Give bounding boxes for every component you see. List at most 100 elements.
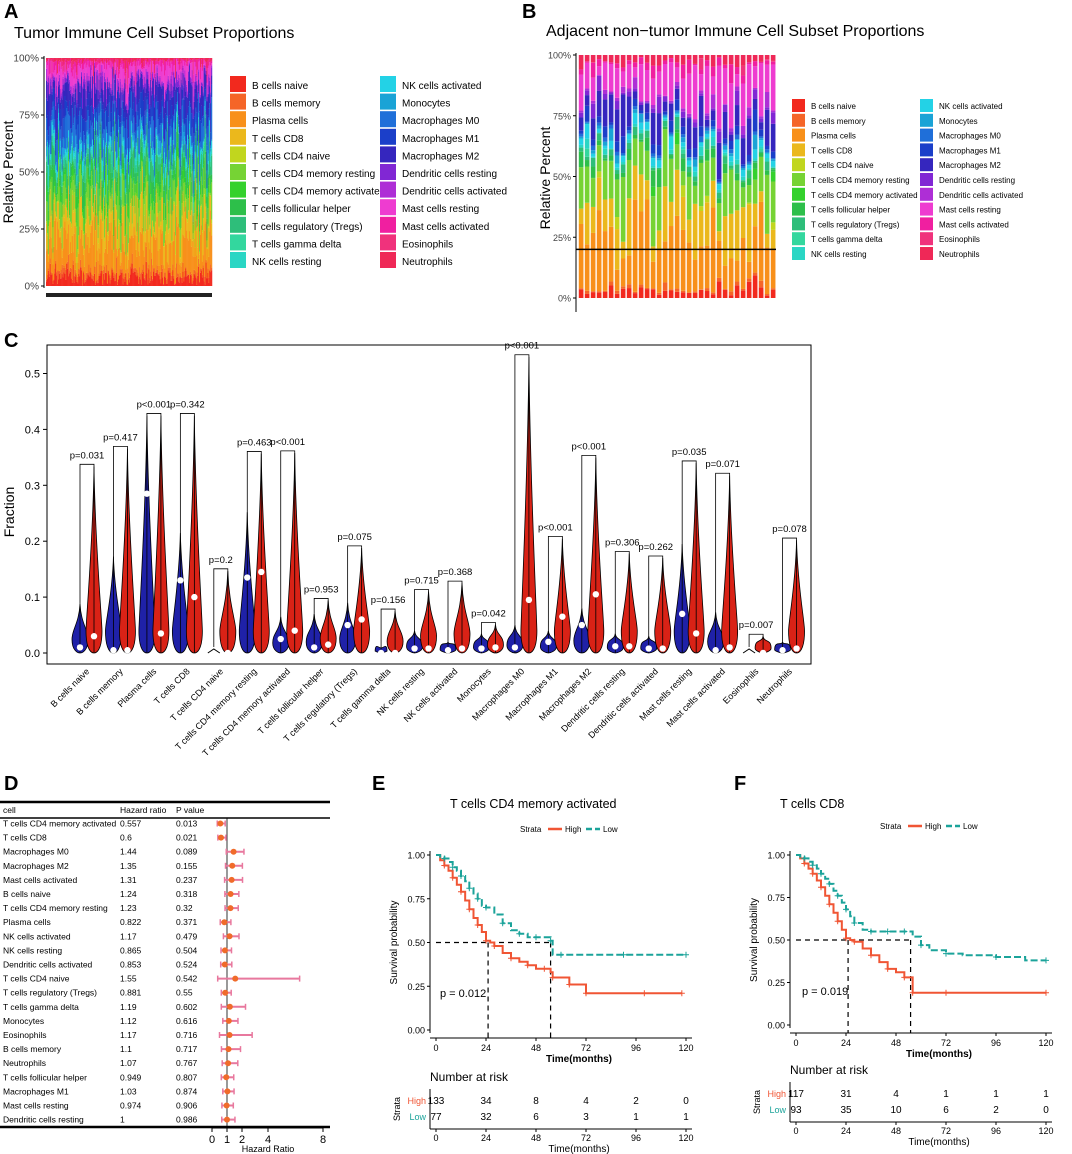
bar-segment-macrophages-m0: [205, 114, 207, 129]
bar-segment-t-cells-cd8: [65, 201, 67, 231]
bar-segment-b-cells-memory: [81, 279, 84, 286]
bar-segment-monocytes: [164, 148, 166, 153]
bar-segment-nk-cells-resting: [638, 129, 644, 134]
bar-segment-t-cells-gamma-delta: [80, 157, 82, 159]
bar-segment-monocytes: [153, 175, 156, 178]
bar-segment-t-cells-cd8: [578, 208, 584, 224]
bar-segment-neutrophils: [680, 55, 686, 65]
bar-segment-macrophages-m0: [764, 149, 770, 153]
bar-segment-b-cells-naive: [53, 280, 55, 286]
bar-segment-dendritic-cells-activated: [201, 82, 204, 84]
bar-segment-nk-cells-activated: [61, 171, 63, 176]
bar-segment-dendritic-cells-activated: [47, 76, 50, 78]
p-value-label: p=0.2: [209, 555, 233, 566]
bar-segment-t-cells-gamma-delta: [163, 184, 165, 187]
bar-segment-b-cells-naive: [193, 273, 195, 286]
bar-segment-nk-cells-resting: [52, 134, 54, 146]
bar-segment-t-cells-cd4-naive: [199, 251, 201, 255]
bar-segment-b-cells-memory: [157, 273, 159, 275]
bar-segment-t-cells-cd4-naive: [134, 213, 136, 216]
hazard-ratio-value: 1.07: [120, 1058, 137, 1068]
bar-segment-neutrophils: [107, 58, 109, 62]
bar-segment-nk-cells-activated: [75, 135, 77, 151]
bar-segment-t-cells-cd4-memory-resting: [578, 167, 584, 209]
bar-segment-t-cells-cd4-naive: [88, 216, 90, 219]
bar-segment-neutrophils: [48, 58, 50, 59]
bar-segment-dendritic-cells-activated: [87, 80, 89, 83]
bar-segment-t-cells-cd4-memory-activated: [105, 160, 108, 164]
bar-segment-t-cells-cd4-memory-resting: [190, 202, 192, 211]
bar-segment-plasma-cells: [192, 256, 194, 278]
bar-segment-nk-cells-activated: [614, 163, 620, 168]
bar-segment-t-cells-follicular-helper: [145, 160, 147, 166]
bar-segment-nk-cells-activated: [140, 123, 143, 126]
bar-segment-macrophages-m1: [92, 112, 94, 123]
bar-segment-b-cells-memory: [197, 272, 199, 276]
bar-segment-mast-cells-activated: [74, 62, 76, 67]
bar-segment-dendritic-cells-activated: [686, 113, 692, 117]
legend-label-monocytes: Monocytes: [939, 117, 978, 126]
bar-segment-t-cells-follicular-helper: [174, 169, 176, 178]
bar-segment-neutrophils: [129, 58, 131, 65]
bar-segment-b-cells-naive: [160, 283, 162, 286]
bar-segment-macrophages-m0: [144, 110, 146, 141]
bar-segment-mast-cells-activated: [162, 59, 164, 64]
bar-segment-mast-cells-activated: [208, 65, 210, 66]
bar-segment-mast-cells-resting: [147, 62, 149, 72]
bar-segment-t-cells-cd8: [680, 196, 686, 230]
bar-segment-t-cells-cd4-memory-resting: [147, 181, 149, 230]
bar-segment-t-cells-cd8: [210, 195, 212, 211]
bar-segment-macrophages-m2: [113, 103, 115, 121]
bar-segment-b-cells-naive: [129, 274, 132, 286]
bar-segment-t-cells-cd4-naive: [138, 242, 140, 244]
bar-segment-t-cells-follicular-helper: [111, 178, 113, 186]
bar-segment-plasma-cells: [57, 229, 60, 272]
bar-segment-neutrophils: [126, 58, 128, 61]
bar-segment-mast-cells-resting: [173, 65, 175, 72]
bar-segment-mast-cells-resting: [57, 64, 60, 81]
bar-segment-t-cells-cd4-memory-resting: [54, 186, 56, 194]
significance-bracket: [79, 463, 95, 604]
bar-segment-nk-cells-activated: [644, 122, 650, 130]
bar-segment-macrophages-m1: [181, 99, 183, 106]
bar-segment-mast-cells-activated: [85, 60, 87, 68]
legend-swatch-neutrophils: [380, 252, 396, 268]
bar-segment-t-cells-gamma-delta: [73, 162, 75, 166]
bar-segment-macrophages-m1: [590, 139, 596, 146]
bar-segment-nk-cells-activated: [102, 160, 104, 171]
bar-segment-eosinophils: [124, 60, 126, 72]
p-value: 0.55: [176, 988, 193, 998]
bar-segment-macrophages-m2: [112, 68, 114, 77]
bar-segment-t-cells-cd4-naive: [51, 210, 53, 214]
bar-segment-mast-cells-resting: [602, 62, 608, 90]
bar-segment-mast-cells-activated: [129, 61, 132, 64]
bar-segment-plasma-cells: [153, 237, 156, 269]
bar-segment-t-cells-cd4-memory-activated: [74, 184, 76, 186]
bar-segment-t-cells-cd4-naive: [56, 216, 58, 218]
bar-segment-nk-cells-activated: [79, 140, 81, 142]
bar-segment-t-cells-cd4-memory-activated: [131, 188, 133, 207]
bar-segment-mast-cells-activated: [97, 61, 99, 64]
bar-segment-t-cells-cd4-memory-activated: [211, 179, 213, 183]
bar-segment-b-cells-memory: [87, 272, 89, 275]
bar-segment-macrophages-m0: [150, 124, 152, 128]
bar-segment-monocytes: [662, 115, 668, 118]
bar-segment-b-cells-naive: [150, 280, 152, 286]
bar-segment-b-cells-memory: [153, 268, 156, 276]
bar-segment-macrophages-m2: [54, 81, 56, 100]
bar-segment-dendritic-cells-activated: [117, 80, 120, 83]
bar-segment-macrophages-m1: [193, 116, 195, 133]
bar-segment-t-cells-gamma-delta: [130, 135, 133, 137]
bar-segment-t-cells-gamma-delta: [106, 183, 109, 186]
bar-segment-t-cells-regulatory-tregs: [186, 170, 188, 183]
bar-segment-b-cells-memory: [120, 269, 122, 273]
bar-segment-t-cells-regulatory-tregs: [710, 145, 716, 149]
bar-segment-t-cells-follicular-helper: [203, 160, 205, 181]
bar-segment-monocytes: [195, 122, 197, 125]
bar-segment-nk-cells-activated: [578, 138, 584, 145]
bar-segment-t-cells-cd4-memory-resting: [182, 178, 184, 191]
bar-segment-t-cells-follicular-helper: [91, 158, 93, 161]
bar-segment-monocytes: [93, 116, 96, 119]
bar-segment-nk-cells-resting: [56, 174, 58, 180]
bar-segment-b-cells-memory: [193, 269, 195, 274]
